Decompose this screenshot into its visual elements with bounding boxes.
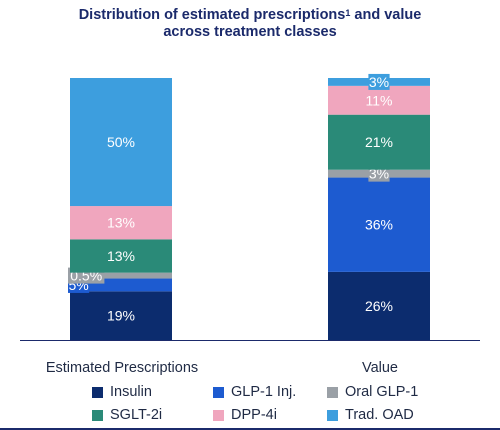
data-label-2-4: 21% bbox=[365, 134, 393, 150]
bar-segment-sglt-2i-2 bbox=[328, 114, 430, 170]
legend-label: Oral GLP-1 bbox=[345, 384, 419, 400]
legend-item-trad-oad: Trad. OAD bbox=[327, 405, 414, 425]
legend-item-oral-glp-1: Oral GLP-1 bbox=[327, 382, 418, 402]
legend-label: Insulin bbox=[110, 384, 152, 400]
legend-swatch bbox=[213, 386, 224, 398]
legend-item-dpp-4i: DPP-4i bbox=[213, 405, 277, 425]
title-line-1: Distribution of estimated prescriptions bbox=[78, 7, 346, 23]
bottom-divider bbox=[0, 428, 500, 430]
data-label-1-1: 19% bbox=[107, 308, 135, 324]
bar-segment-sglt-2i-1 bbox=[70, 239, 172, 273]
title-line-2: across treatment classes bbox=[163, 24, 337, 40]
data-label-2-1: 26% bbox=[365, 298, 393, 314]
title-line-1-suffix: and value bbox=[350, 7, 422, 23]
legend-label: GLP-1 Inj. bbox=[231, 384, 297, 400]
data-label-box-2-6 bbox=[368, 73, 390, 90]
data-label-1-4: 13% bbox=[107, 248, 135, 264]
legend-swatch bbox=[213, 409, 224, 421]
category-label-1: Estimated Prescriptions bbox=[46, 360, 198, 376]
bar-segment-insulin-2 bbox=[328, 271, 430, 340]
legend-label: DPP-4i bbox=[231, 407, 277, 423]
bar-segment-trad-oad-1 bbox=[70, 78, 172, 207]
data-label-1-5: 13% bbox=[107, 215, 135, 231]
chart-title: Distribution of estimated prescriptions1… bbox=[0, 7, 500, 41]
bar-segment-insulin-1 bbox=[70, 291, 172, 340]
title-footnote: 1 bbox=[345, 8, 351, 18]
data-label-1-6: 50% bbox=[107, 134, 135, 150]
legend-item-sglt-2i: SGLT-2i bbox=[92, 405, 162, 425]
legend-swatch bbox=[327, 409, 338, 421]
legend-label: Trad. OAD bbox=[345, 407, 414, 423]
legend-item-insulin: Insulin bbox=[92, 382, 152, 402]
legend-swatch bbox=[327, 386, 338, 398]
bar-segment-glp-1-inj--2 bbox=[328, 177, 430, 272]
category-label-2: Value bbox=[362, 360, 398, 376]
legend-item-glp-1-inj-: GLP-1 Inj. bbox=[213, 382, 296, 402]
stacked-bar-chart: 19%5%0.5%13%13%50%Estimated Prescription… bbox=[20, 73, 480, 376]
legend-swatch bbox=[92, 386, 103, 398]
legend-swatch bbox=[92, 409, 103, 421]
bar-segment-oral-glp-1-1 bbox=[70, 272, 172, 279]
data-label-2-6: 3% bbox=[369, 74, 389, 90]
data-label-2-5: 11% bbox=[366, 92, 393, 108]
chart-legend: Insulin GLP-1 Inj. Oral GLP-1 SGLT-2i DPP-4i… bbox=[0, 380, 500, 428]
legend-label: SGLT-2i bbox=[110, 407, 163, 423]
bar-segment-dpp-4i-2 bbox=[328, 85, 430, 115]
data-label-2-2: 36% bbox=[365, 217, 393, 233]
bar-segment-dpp-4i-1 bbox=[70, 206, 172, 240]
